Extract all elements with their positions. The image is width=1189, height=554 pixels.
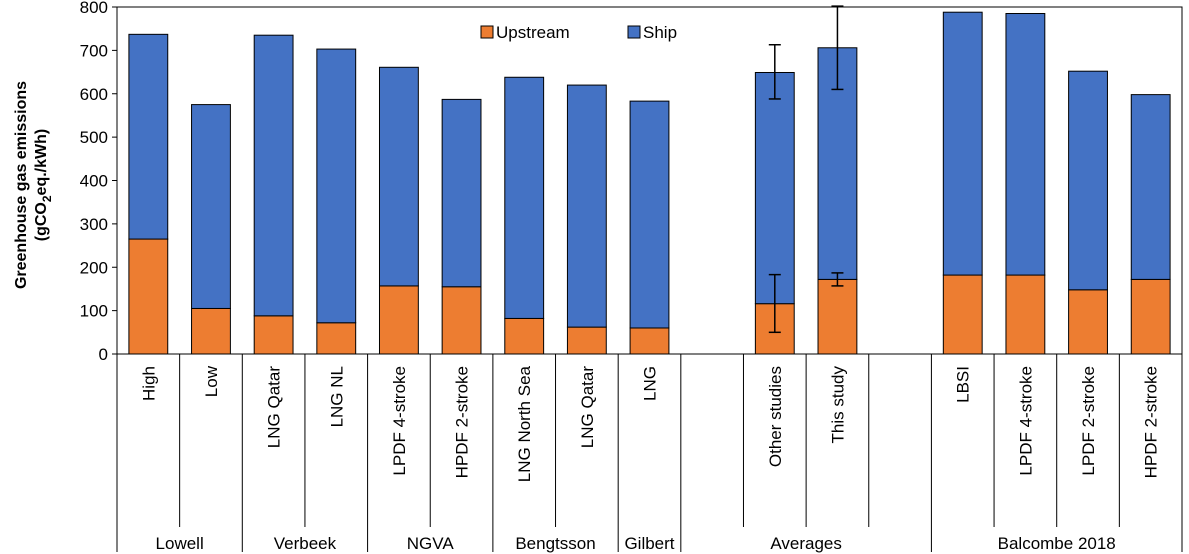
bar-upstream <box>128 238 169 355</box>
x-category-label: LNG Qatar <box>578 366 597 449</box>
error-bar <box>768 43 781 100</box>
x-category-label: LPDF 4-stroke <box>1016 366 1035 476</box>
bar-upstream <box>1130 278 1171 355</box>
x-category-label: LNG NL <box>327 366 346 427</box>
bar-ship <box>1130 94 1171 280</box>
x-axis-groups: Lowell Verbeek NGVA Bengtsson Gilbert Average… <box>116 354 1183 553</box>
x-group-label: Balcombe 2018 <box>998 534 1116 553</box>
bar-upstream <box>253 315 294 355</box>
y-tick-label: 600 <box>80 85 108 104</box>
bar-upstream <box>378 285 419 355</box>
x-category-label: LNG North Sea <box>515 365 534 482</box>
x-category-label: LNG Qatar <box>265 366 284 449</box>
bars <box>128 11 1171 355</box>
x-category-label: Low <box>202 365 221 397</box>
x-category-label: LNG <box>641 366 660 401</box>
bar-upstream <box>316 322 357 355</box>
bar-upstream <box>566 326 607 355</box>
y-tick-label: 100 <box>80 302 108 321</box>
x-group-label: NGVA <box>407 534 455 553</box>
x-group-label: Bengtsson <box>515 534 595 553</box>
bar-ship <box>191 104 231 309</box>
bar-ship <box>754 71 795 305</box>
bar-upstream <box>942 274 983 355</box>
bar-ship <box>942 11 983 276</box>
y-axis-label-line2: (gCO2eq./kWh) <box>33 129 54 241</box>
x-category-label: HPDF 2-stroke <box>1142 366 1161 478</box>
x-group-label: Gilbert <box>624 534 674 553</box>
legend-item: Ship <box>627 23 677 42</box>
bar-upstream <box>191 307 231 355</box>
bar-ship <box>566 84 607 328</box>
x-axis-categories: High Low LNG Qatar LNG NL LPDF 4-stroke HPDF … <box>139 365 1160 482</box>
legend-label: Upstream <box>496 23 570 42</box>
x-category-label: HPDF 2-stroke <box>453 366 472 478</box>
x-group-label: Averages <box>770 534 842 553</box>
x-category-label: High <box>139 366 158 401</box>
y-axis-label: Greenhouse gas emissions (gCO2eq./kWh) <box>13 81 54 289</box>
error-bar <box>831 272 844 287</box>
x-group-label: Verbeek <box>274 534 337 553</box>
bar-ship <box>378 66 419 287</box>
bar-ship <box>1005 13 1046 276</box>
y-tick-label: 400 <box>80 172 108 191</box>
y-tick-label: 300 <box>80 215 108 234</box>
legend-item: Upstream <box>480 23 570 42</box>
x-category-label: LPDF 2-stroke <box>1079 366 1098 476</box>
y-tick-label: 500 <box>80 128 108 147</box>
bar-upstream <box>817 278 858 355</box>
bar-upstream <box>1068 289 1108 355</box>
x-category-label: This study <box>828 366 847 444</box>
x-category-label: Other studies <box>766 366 785 467</box>
bar-ship <box>316 48 357 324</box>
legend-swatch <box>627 25 641 39</box>
error-bars <box>768 5 844 334</box>
error-bar <box>831 5 844 91</box>
y-tick-label: 200 <box>80 258 108 277</box>
bar-upstream <box>1005 274 1046 355</box>
bar-upstream <box>504 317 545 355</box>
y-axis-ticks: 0 100 200 300 400 500 600 700 800 <box>80 0 117 364</box>
y-axis-label-line1: Greenhouse gas emissions <box>13 81 30 289</box>
bar-ship <box>128 33 169 240</box>
bar-ship <box>504 76 545 319</box>
legend-label: Ship <box>643 23 677 42</box>
error-bar <box>768 273 781 334</box>
x-category-label: LPDF 4-stroke <box>390 366 409 476</box>
legend-swatch <box>480 25 494 39</box>
bar-ship <box>629 100 670 329</box>
bar-ship <box>441 98 482 288</box>
y-tick-label: 800 <box>80 0 108 17</box>
bar-ship <box>1068 70 1108 291</box>
legend: Upstream Ship <box>480 23 677 42</box>
bar-upstream <box>629 327 670 355</box>
x-category-label: LBSI <box>954 366 973 403</box>
bar-upstream <box>441 286 482 355</box>
bar-ship <box>253 34 294 317</box>
y-tick-label: 0 <box>99 345 108 364</box>
x-group-label: Lowell <box>156 534 204 553</box>
y-tick-label: 700 <box>80 41 108 60</box>
